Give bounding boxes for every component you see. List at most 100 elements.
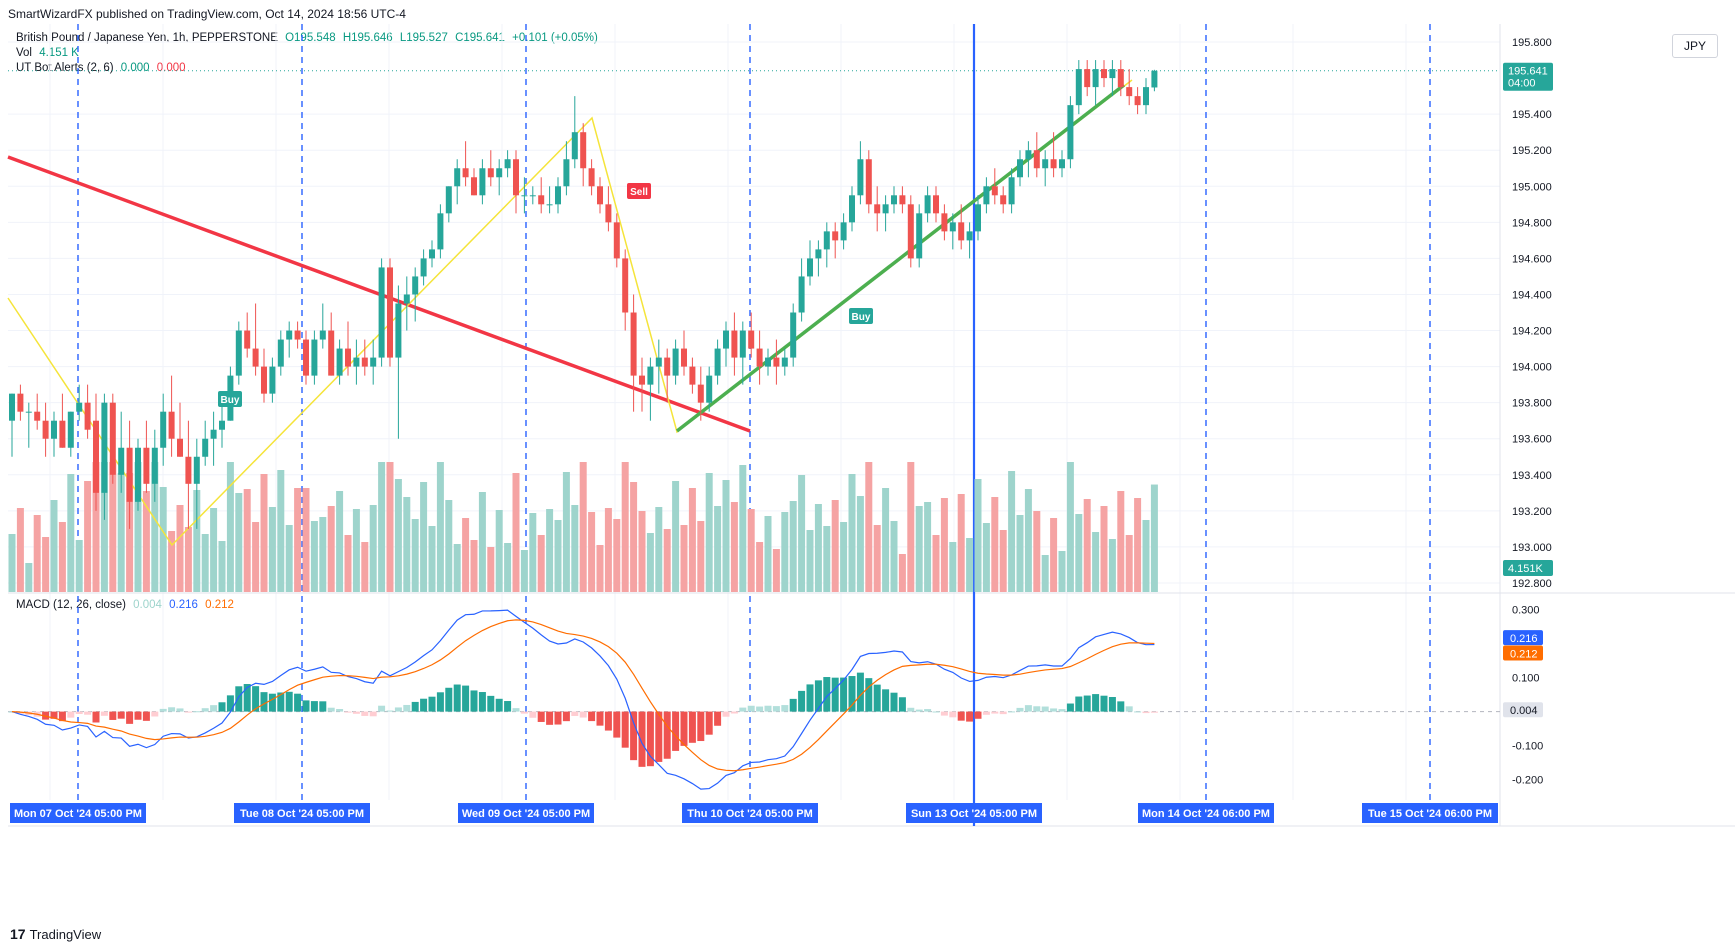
candle-body [84,402,91,430]
volume-bar [462,518,470,592]
macd-hist-bar [772,706,780,712]
time-label: Tue 08 Oct '24 05:00 PM [240,808,364,820]
volume-bar [1117,491,1125,592]
macd-hist-bar [848,676,856,712]
volume-value: 4.151 K [39,47,79,59]
volume-bar [33,515,41,592]
candle-body [1008,177,1015,205]
legend-open: O195.548 [285,32,336,44]
volume-bar [420,482,428,592]
symbol-name[interactable]: British Pound / Japanese Yen, 1h, PEPPER… [16,32,278,44]
macd-hist-bar [310,701,318,712]
macd-hist-bar [218,702,226,712]
utbot-value-1: 0.000 [120,62,150,74]
candle-body [387,267,393,358]
price-axis-label: 193.600 [1512,434,1552,446]
candle-body [571,132,578,160]
tradingview-logo-icon[interactable]: 17 [10,926,26,942]
macd-hist-bar [814,680,822,712]
currency-button[interactable]: JPY [1672,34,1718,58]
macd-hist-bar [546,711,554,725]
candle-body [899,195,906,205]
volume-bar [184,527,192,592]
volume-bar [168,531,176,592]
macd-hist-bar [1058,709,1066,712]
macd-legend[interactable]: MACD (12, 26, close) 0.004 0.216 0.212 [16,599,238,611]
volume-bar [134,462,142,592]
candle-body [546,204,553,206]
volume-bar [571,505,579,592]
macd-hist-bar [210,705,218,712]
volume-bar [882,488,890,592]
time-label: Wed 09 Oct '24 05:00 PM [462,808,590,820]
macd-hist-bar [50,711,58,719]
candle-body [639,375,645,385]
candle-body [319,330,326,340]
volume-bar [302,488,310,592]
candle-body [210,429,217,439]
macd-hist-bar [789,698,797,712]
macd-axis-label: -0.200 [1512,775,1543,787]
macd-hist-bar [134,711,142,720]
candle-body [605,204,612,223]
volume-bar [932,535,940,592]
volume-bar [672,481,680,592]
volume-bar [336,491,344,592]
volume-bar [1092,532,1100,592]
macd-hist-bar [571,711,579,716]
volume-bar [915,506,923,592]
legend-close: C195.641 [455,32,505,44]
macd-hist-bar [252,686,260,712]
candle-body [756,348,763,367]
volume-bar [1125,535,1133,592]
volume-bar [940,498,948,592]
macd-line-value: 0.216 [169,599,198,611]
volume-legend[interactable]: Vol 4.151 K [16,47,83,59]
candle-body [1067,105,1074,160]
macd-label: MACD (12, 26, close) [16,599,126,611]
macd-hist-bar [201,708,209,712]
candle-body [647,366,654,385]
macd-hist-bar [100,711,108,716]
volume-bar [546,509,554,592]
volume-bar [1066,462,1074,592]
volume-bar [226,462,234,592]
volume-bar [361,542,369,592]
footer: 17 TradingView [10,926,101,942]
time-labels: Mon 07 Oct '24 05:00 PM Tue 08 Oct '24 05… [10,803,1498,823]
volume-bar [327,506,335,592]
macd-hist-bar [1033,706,1041,712]
macd-hist-bar [856,672,864,712]
volume-bar [352,509,360,592]
time-label-badge [906,803,1042,823]
candle-body [76,402,83,412]
candle-body [983,186,990,205]
candle-body [1084,69,1091,88]
volume-tag [1503,560,1553,576]
macd-hist-bar [730,711,738,714]
signal-labels: Buy Sell Buy [218,183,873,407]
legend-change: +0.101 (+0.05%) [512,32,598,44]
volume-bar [873,525,881,592]
macd-hist-bar [604,711,612,731]
volume-bar [730,502,738,592]
macd-hist-bar [344,711,352,713]
volume-bar [75,540,83,592]
candle-body [1033,150,1040,169]
macd-hist-bar [378,705,386,712]
price-axis-label: 194.400 [1512,289,1552,301]
volume-bar [58,522,66,592]
macd-signal-value: 0.212 [205,599,234,611]
macd-hist-bar [588,711,596,722]
candle-body [689,366,696,385]
candle-body [773,357,780,367]
macd-line [11,609,1155,790]
macd-hist-bar [982,711,990,715]
candle-body [714,348,721,376]
candle-body [1151,70,1158,88]
candle-body [924,195,931,214]
volume-bar [520,550,528,592]
macd-hist-bar [991,711,999,714]
footer-brand[interactable]: TradingView [29,926,102,942]
